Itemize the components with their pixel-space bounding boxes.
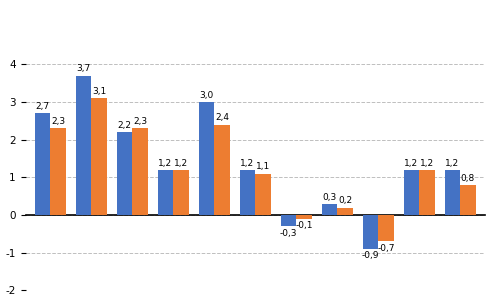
Bar <box>35 113 50 215</box>
Text: 0,3: 0,3 <box>322 192 336 201</box>
Bar <box>255 174 271 215</box>
Text: 1,2: 1,2 <box>404 159 418 168</box>
Bar <box>362 215 378 249</box>
Text: 2,3: 2,3 <box>51 117 65 126</box>
Text: 3,0: 3,0 <box>199 91 214 100</box>
Text: 1,2: 1,2 <box>420 159 434 168</box>
Bar <box>76 76 91 215</box>
Bar <box>199 102 214 215</box>
Bar <box>50 128 66 215</box>
Bar <box>296 215 312 219</box>
Bar <box>337 207 353 215</box>
Text: 0,2: 0,2 <box>338 196 352 205</box>
Text: 2,4: 2,4 <box>215 113 229 122</box>
Bar <box>132 128 148 215</box>
Text: 2,7: 2,7 <box>35 102 50 111</box>
Text: -0,1: -0,1 <box>295 221 313 230</box>
Text: 1,2: 1,2 <box>445 159 460 168</box>
Text: 1,2: 1,2 <box>159 159 172 168</box>
Bar <box>444 170 460 215</box>
Bar <box>460 185 476 215</box>
Text: -0,3: -0,3 <box>280 229 297 238</box>
Text: -0,9: -0,9 <box>361 251 379 260</box>
Text: 2,3: 2,3 <box>133 117 147 126</box>
Text: 3,7: 3,7 <box>76 64 90 73</box>
Text: 0,8: 0,8 <box>461 174 475 183</box>
Bar <box>117 132 132 215</box>
Text: -0,7: -0,7 <box>377 244 395 253</box>
Text: 1,2: 1,2 <box>240 159 254 168</box>
Bar <box>404 170 419 215</box>
Text: 1,1: 1,1 <box>256 162 270 171</box>
Bar <box>419 170 435 215</box>
Bar <box>214 125 230 215</box>
Bar <box>378 215 394 242</box>
Bar <box>322 204 337 215</box>
Bar <box>173 170 189 215</box>
Bar <box>240 170 255 215</box>
Text: 2,2: 2,2 <box>117 121 132 130</box>
Bar <box>280 215 296 226</box>
Text: 3,1: 3,1 <box>92 87 106 96</box>
Bar <box>158 170 173 215</box>
Bar <box>91 98 107 215</box>
Text: 1,2: 1,2 <box>174 159 188 168</box>
